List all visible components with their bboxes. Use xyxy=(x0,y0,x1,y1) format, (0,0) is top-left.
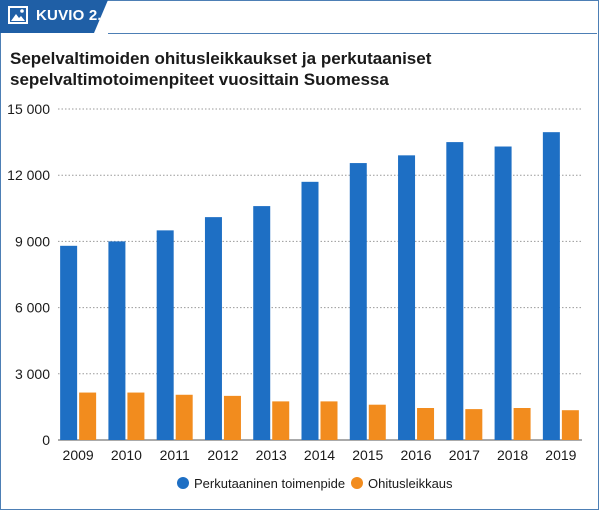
legend: Perkutaaninen toimenpide Ohitusleikkaus xyxy=(177,476,453,491)
bar-perkutaaninen xyxy=(253,206,271,440)
bar-perkutaaninen xyxy=(494,146,512,440)
legend-swatch xyxy=(177,477,189,489)
bar-ohitusleikkaus xyxy=(175,394,193,440)
bar-perkutaaninen xyxy=(398,155,416,440)
bar-perkutaaninen xyxy=(446,142,464,440)
bar-ohitusleikkaus xyxy=(465,409,483,440)
bar-perkutaaninen xyxy=(108,241,126,440)
legend-label: Perkutaaninen toimenpide xyxy=(194,476,345,491)
y-tick-label: 6 000 xyxy=(15,300,50,316)
bar-ohitusleikkaus xyxy=(79,392,97,440)
x-tick-label: 2018 xyxy=(497,447,528,463)
image-icon xyxy=(8,6,28,24)
bar-perkutaaninen xyxy=(301,181,319,440)
x-tick-label: 2015 xyxy=(352,447,383,463)
x-tick-label: 2010 xyxy=(111,447,142,463)
y-tick-label: 15 000 xyxy=(7,101,50,117)
y-tick-label: 3 000 xyxy=(15,366,50,382)
bar-ohitusleikkaus xyxy=(272,401,290,440)
bar-perkutaaninen xyxy=(156,230,174,440)
bar-perkutaaninen xyxy=(542,132,560,441)
bar-ohitusleikkaus xyxy=(223,395,241,440)
legend-swatch xyxy=(351,477,363,489)
bar-perkutaaninen xyxy=(349,163,367,440)
x-tick-label: 2012 xyxy=(207,447,238,463)
figure-header-band: KUVIO 2. xyxy=(0,0,108,33)
x-tick-label: 2014 xyxy=(304,447,335,463)
x-tick-label: 2013 xyxy=(256,447,287,463)
y-tick-label: 9 000 xyxy=(15,233,50,249)
x-tick-label: 2017 xyxy=(449,447,480,463)
bar-ohitusleikkaus xyxy=(417,408,435,440)
x-tick-label: 2019 xyxy=(545,447,576,463)
bar-ohitusleikkaus xyxy=(368,404,386,440)
bar-ohitusleikkaus xyxy=(561,410,579,440)
legend-label: Ohitusleikkaus xyxy=(368,476,453,491)
bar-ohitusleikkaus xyxy=(320,401,338,440)
bar-ohitusleikkaus xyxy=(513,408,531,440)
x-axis-ticks: 2009 2010 2011 2012 2013 2014 2015 2016 2017 2018… xyxy=(63,447,577,463)
x-tick-label: 2011 xyxy=(160,447,190,463)
bar-perkutaaninen xyxy=(204,217,222,440)
x-tick-label: 2009 xyxy=(63,447,94,463)
y-axis-ticks: 0 3 000 6 000 9 000 12 000 15 000 xyxy=(7,101,50,448)
header-rule xyxy=(108,33,597,34)
y-tick-label: 0 xyxy=(42,432,50,448)
x-tick-label: 2016 xyxy=(400,447,431,463)
chart-title: Sepelvaltimoiden ohitusleikkaukset ja pe… xyxy=(10,49,432,89)
bar-perkutaaninen xyxy=(60,245,78,440)
figure-label: KUVIO 2. xyxy=(36,7,102,24)
bar-ohitusleikkaus xyxy=(127,392,145,440)
y-tick-label: 12 000 xyxy=(7,167,50,183)
bars xyxy=(60,132,579,441)
